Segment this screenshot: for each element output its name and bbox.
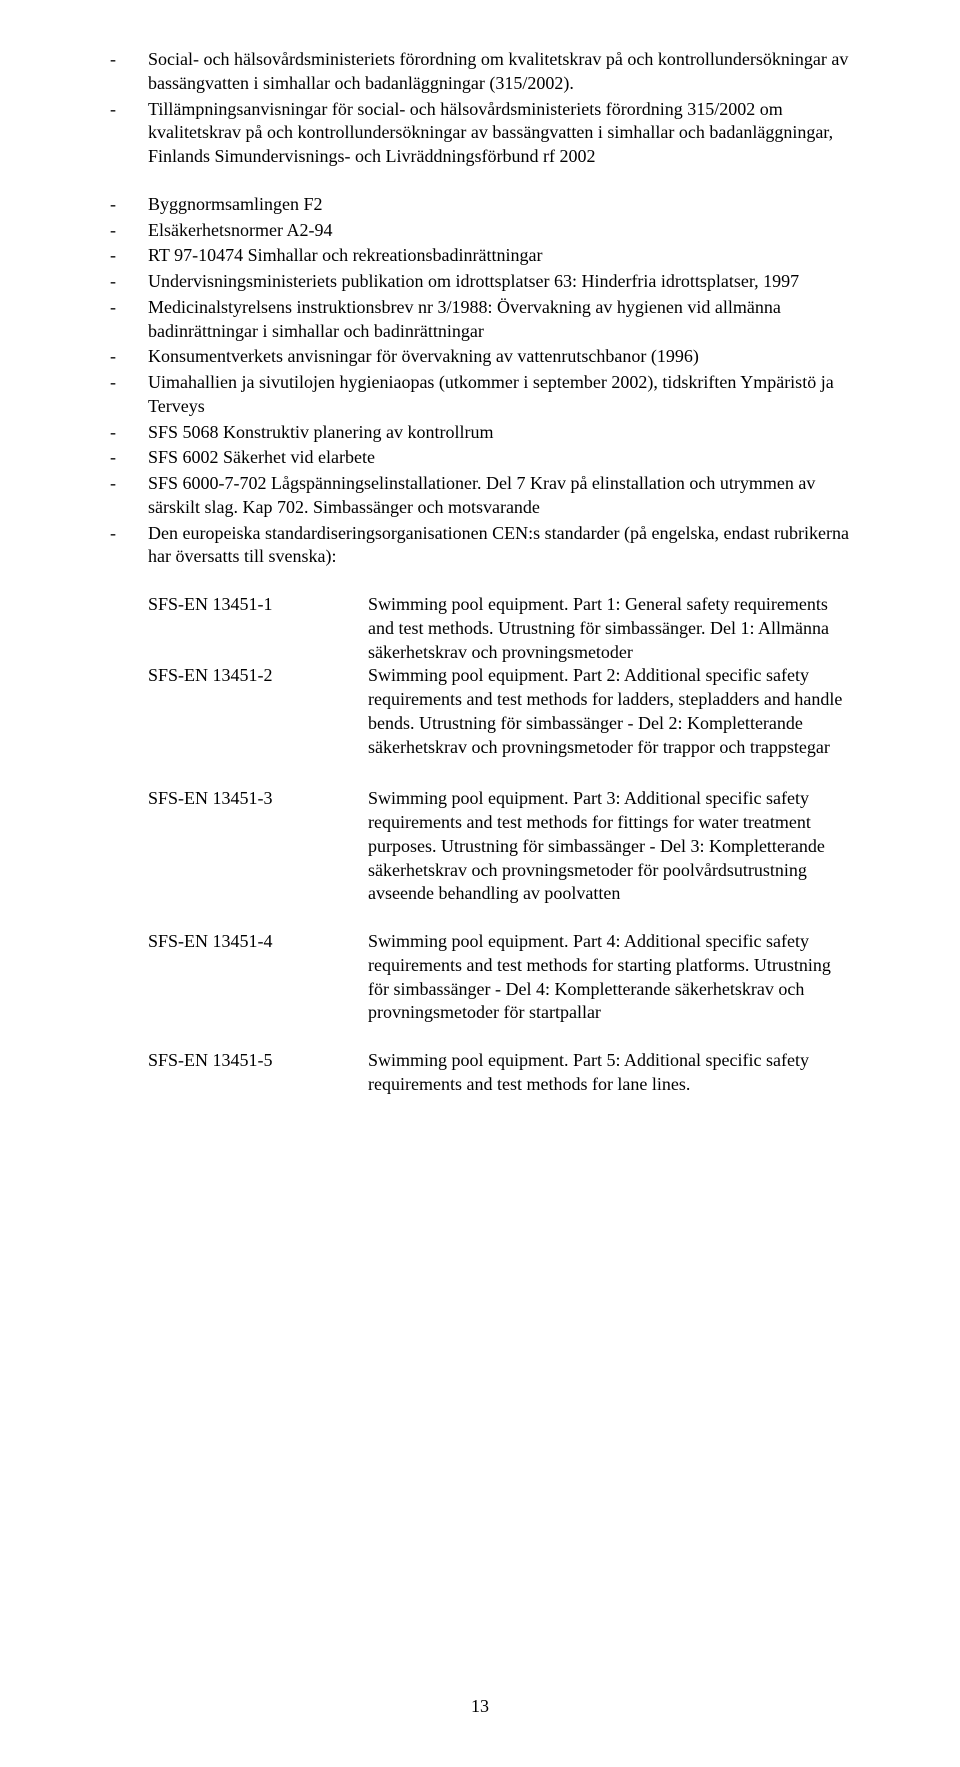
list-item-text: Tillämpningsanvisningar för social- och … — [148, 98, 850, 169]
standard-code: SFS-EN 13451-5 — [148, 1049, 368, 1073]
list-item-text: Social- och hälsovårdsministeriets föror… — [148, 48, 850, 96]
standard-description: Swimming pool equipment. Part 2: Additio… — [368, 664, 850, 759]
list-item: - Social- och hälsovårdsministeriets för… — [110, 48, 850, 96]
list-item: - Elsäkerhetsnormer A2-94 — [110, 219, 850, 243]
bullet-dash: - — [110, 48, 148, 72]
list-item: - Medicinalstyrelsens instruktionsbrev n… — [110, 296, 850, 344]
bullet-dash: - — [110, 371, 148, 395]
list-item: - Den europeiska standardiseringsorganis… — [110, 522, 850, 570]
list-item-text: RT 97-10474 Simhallar och rekreationsbad… — [148, 244, 850, 268]
bullet-dash: - — [110, 345, 148, 369]
bullet-dash: - — [110, 472, 148, 496]
list-item: - Uimahallien ja sivutilojen hygieniaopa… — [110, 371, 850, 419]
bullet-dash: - — [110, 446, 148, 470]
table-row: SFS-EN 13451-3 Swimming pool equipment. … — [148, 787, 850, 906]
standard-description: Swimming pool equipment. Part 4: Additio… — [368, 930, 850, 1025]
list-item-text: Undervisningsministeriets publikation om… — [148, 270, 850, 294]
standard-code: SFS-EN 13451-1 — [148, 593, 368, 617]
bullet-dash: - — [110, 219, 148, 243]
list-item: - Tillämpningsanvisningar för social- oc… — [110, 98, 850, 169]
standard-code: SFS-EN 13451-4 — [148, 930, 368, 954]
bullet-dash: - — [110, 421, 148, 445]
standards-table: SFS-EN 13451-1 Swimming pool equipment. … — [148, 593, 850, 1097]
bullet-dash: - — [110, 270, 148, 294]
document-page: - Social- och hälsovårdsministeriets för… — [0, 0, 960, 1767]
list-item-text: Den europeiska standardiseringsorganisat… — [148, 522, 850, 570]
page-number: 13 — [0, 1696, 960, 1717]
list-item: - SFS 5068 Konstruktiv planering av kont… — [110, 421, 850, 445]
list-item: - SFS 6002 Säkerhet vid elarbete — [110, 446, 850, 470]
list-item: - Konsumentverkets anvisningar för överv… — [110, 345, 850, 369]
standard-description: Swimming pool equipment. Part 5: Additio… — [368, 1049, 850, 1097]
bullet-dash: - — [110, 193, 148, 217]
bullet-list-1: - Social- och hälsovårdsministeriets för… — [110, 48, 850, 169]
list-item-text: Byggnormsamlingen F2 — [148, 193, 850, 217]
list-item-text: SFS 5068 Konstruktiv planering av kontro… — [148, 421, 850, 445]
list-item: - RT 97-10474 Simhallar och rekreationsb… — [110, 244, 850, 268]
bullet-dash: - — [110, 296, 148, 320]
table-row: SFS-EN 13451-5 Swimming pool equipment. … — [148, 1049, 850, 1097]
list-item: - SFS 6000-7-702 Lågspänningselinstallat… — [110, 472, 850, 520]
list-item-text: Medicinalstyrelsens instruktionsbrev nr … — [148, 296, 850, 344]
table-row: SFS-EN 13451-2 Swimming pool equipment. … — [148, 664, 850, 759]
list-item-text: Elsäkerhetsnormer A2-94 — [148, 219, 850, 243]
bullet-list-2: - Byggnormsamlingen F2 - Elsäkerhetsnorm… — [110, 193, 850, 569]
list-item-text: Uimahallien ja sivutilojen hygieniaopas … — [148, 371, 850, 419]
bullet-dash: - — [110, 522, 148, 546]
list-item-text: SFS 6000-7-702 Lågspänningselinstallatio… — [148, 472, 850, 520]
bullet-dash: - — [110, 244, 148, 268]
table-row: SFS-EN 13451-1 Swimming pool equipment. … — [148, 593, 850, 664]
standard-description: Swimming pool equipment. Part 3: Additio… — [368, 787, 850, 906]
table-row: SFS-EN 13451-4 Swimming pool equipment. … — [148, 930, 850, 1025]
standard-code: SFS-EN 13451-2 — [148, 664, 368, 688]
bullet-dash: - — [110, 98, 148, 122]
list-item: - Undervisningsministeriets publikation … — [110, 270, 850, 294]
list-item: - Byggnormsamlingen F2 — [110, 193, 850, 217]
standard-code: SFS-EN 13451-3 — [148, 787, 368, 811]
list-item-text: Konsumentverkets anvisningar för övervak… — [148, 345, 850, 369]
list-item-text: SFS 6002 Säkerhet vid elarbete — [148, 446, 850, 470]
standard-description: Swimming pool equipment. Part 1: General… — [368, 593, 850, 664]
